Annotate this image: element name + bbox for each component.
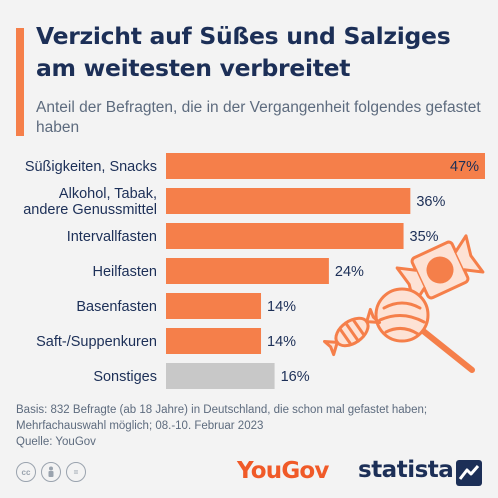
value-label-4: 14% xyxy=(267,299,296,315)
cc-icon[interactable]: cc xyxy=(16,462,36,482)
category-label-4: Basenfasten xyxy=(76,299,157,315)
basis-line-1: Basis: 832 Befragte (ab 18 Jahre) in Deu… xyxy=(16,404,428,416)
value-label-2: 35% xyxy=(410,229,439,245)
yougov-logo[interactable]: YouGov xyxy=(237,458,329,484)
category-label-6: Sonstiges xyxy=(93,369,157,385)
value-label-5: 14% xyxy=(267,334,296,350)
statista-logo-icon[interactable] xyxy=(456,460,482,486)
category-label-3: Heilfasten xyxy=(93,264,157,280)
page-subtitle: Anteil der Befragten, die in der Vergang… xyxy=(36,99,481,136)
equals-icon[interactable]: = xyxy=(66,462,86,482)
bar-2 xyxy=(166,223,404,249)
license-icons: cc = xyxy=(16,462,86,482)
value-label-6: 16% xyxy=(281,369,310,385)
bar-chart: Süßigkeiten, Snacks 47% Alkohol, Tabak, and… xyxy=(23,153,485,389)
candy-icon xyxy=(322,234,485,373)
bar-6 xyxy=(166,363,275,389)
bar-5 xyxy=(166,328,262,354)
value-label-0: 47% xyxy=(450,159,479,175)
value-label-3: 24% xyxy=(335,264,364,280)
accent-bar xyxy=(16,28,24,136)
person-icon[interactable] xyxy=(41,462,61,482)
page-title: Verzicht auf Süßes und Salziges am weite… xyxy=(36,22,451,82)
category-label-2: Intervallfasten xyxy=(67,229,157,245)
value-label-1: 36% xyxy=(416,194,445,210)
category-label-1: Alkohol, Tabak, andere Genussmittel xyxy=(23,186,157,218)
bar-0 xyxy=(166,153,485,179)
bar-4 xyxy=(166,293,262,319)
bar-1 xyxy=(166,188,411,214)
source-line: Quelle: YouGov xyxy=(16,436,96,448)
category-label-5: Saft-/Suppenkuren xyxy=(36,334,157,350)
basis-line-2: Mehrfachauswahl möglich; 08.-10. Februar… xyxy=(16,420,264,432)
category-label-0: Süßigkeiten, Snacks xyxy=(25,159,157,175)
bar-3 xyxy=(166,258,329,284)
statista-logo-text[interactable]: statista xyxy=(358,457,454,483)
footnote: Basis: 832 Befragte (ab 18 Jahre) in Deu… xyxy=(16,402,486,450)
